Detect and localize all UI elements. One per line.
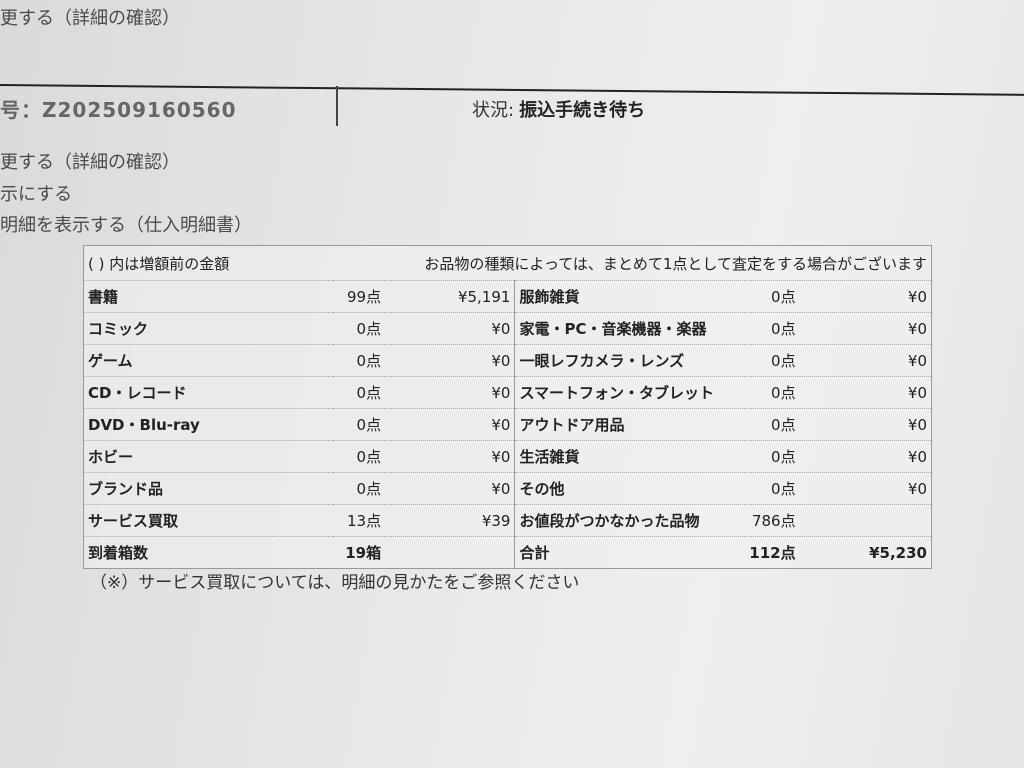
table-row: コミック 0点 ¥0 家電・PC・音楽機器・楽器 0点 ¥0 [83,312,932,345]
price: ¥0 [799,376,932,409]
category-name: 服飾雑貨 [514,280,745,313]
category-name: 生活雑貨 [514,440,745,473]
category-name: ホビー [83,440,334,473]
boxes-label: 到着箱数 [83,536,334,569]
total-price: ¥5,230 [799,536,932,569]
item-count: 0点 [744,376,800,409]
price: ¥0 [385,344,516,377]
table-row: CD・レコード 0点 ¥0 スマートフォン・タブレット 0点 ¥0 [83,376,932,409]
display-toggle-link[interactable]: 示にする [0,184,73,205]
price: ¥0 [799,344,932,377]
category-name: サービス買取 [83,504,334,537]
item-count: 0点 [333,440,386,473]
order-number: 号：Z202509160560 [0,98,237,122]
status-value: 振込手続き待ち [519,100,646,121]
table-row: 書籍 99点 ¥5,191 服飾雑貨 0点 ¥0 [83,280,932,313]
price [799,504,932,537]
item-count: 0点 [333,376,386,409]
price: ¥39 [385,504,516,537]
category-name: CD・レコード [83,376,334,409]
item-count: 0点 [744,312,800,345]
category-name: コミック [83,312,334,345]
category-name: アウトドア用品 [514,408,745,441]
table-row: DVD・Blu-ray 0点 ¥0 アウトドア用品 0点 ¥0 [83,408,932,441]
price: ¥0 [385,312,516,345]
category-name: ブランド品 [83,472,334,505]
category-name: ゲーム [83,344,334,377]
table-row: サービス買取 13点 ¥39 お値段がつかなかった品物 786点 [83,504,932,537]
category-name: その他 [514,472,745,505]
edit-details-link[interactable]: 更する（詳細の確認） [0,8,180,29]
price: ¥0 [799,312,932,345]
assessment-summary-table: ( ) 内は増額前の金額 お品物の種類によっては、まとめて1点として査定をする場… [83,245,932,569]
item-count: 786点 [744,504,800,537]
empty-cell [385,536,516,569]
item-count: 0点 [333,344,386,377]
category-name: 書籍 [83,280,334,313]
boxes-count: 19箱 [333,536,386,569]
item-count: 0点 [333,408,386,441]
edit-details-link-2[interactable]: 更する（詳細の確認） [0,152,180,173]
price: ¥0 [799,440,932,473]
table-header-row: ( ) 内は増額前の金額 お品物の種類によっては、まとめて1点として査定をする場… [83,245,932,281]
status-label: 状況: [472,100,515,121]
grouping-note: お品物の種類によっては、まとめて1点として査定をする場合がございます [385,245,932,281]
price: ¥0 [385,376,516,409]
purchase-statement-link[interactable]: 明細を表示する（仕入明細書） [0,215,252,236]
item-count: 0点 [744,280,800,313]
price: ¥0 [385,408,516,441]
price: ¥0 [385,440,516,473]
table-row: ゲーム 0点 ¥0 一眼レフカメラ・レンズ 0点 ¥0 [83,344,932,377]
item-count: 99点 [333,280,386,313]
price: ¥0 [799,472,932,505]
category-name: 一眼レフカメラ・レンズ [514,344,745,377]
category-name: スマートフォン・タブレット [514,376,745,409]
item-count: 0点 [744,408,800,441]
total-label: 合計 [514,536,745,569]
item-count: 0点 [744,472,800,505]
footnote: （※）サービス買取については、明細の見かたをご参照ください [90,573,580,593]
price: ¥5,191 [385,280,516,313]
table-row: ホビー 0点 ¥0 生活雑貨 0点 ¥0 [83,440,932,473]
total-count: 112点 [744,536,800,569]
category-name: お値段がつかなかった品物 [514,504,745,537]
price: ¥0 [385,472,516,505]
table-row: ブランド品 0点 ¥0 その他 0点 ¥0 [83,472,932,505]
category-name: DVD・Blu-ray [83,408,334,441]
order-status: 状況: 振込手続き待ち [472,96,645,122]
item-count: 0点 [744,440,800,473]
pre-increase-note: ( ) 内は増額前の金額 [83,245,386,281]
category-name: 家電・PC・音楽機器・楽器 [514,312,745,345]
item-count: 0点 [333,312,386,345]
item-count: 13点 [333,504,386,537]
item-count: 0点 [333,472,386,505]
divider [336,86,338,126]
price: ¥0 [799,280,932,313]
table-footer-row: 到着箱数 19箱 合計 112点 ¥5,230 [83,536,932,569]
item-count: 0点 [744,344,800,377]
price: ¥0 [799,408,932,441]
